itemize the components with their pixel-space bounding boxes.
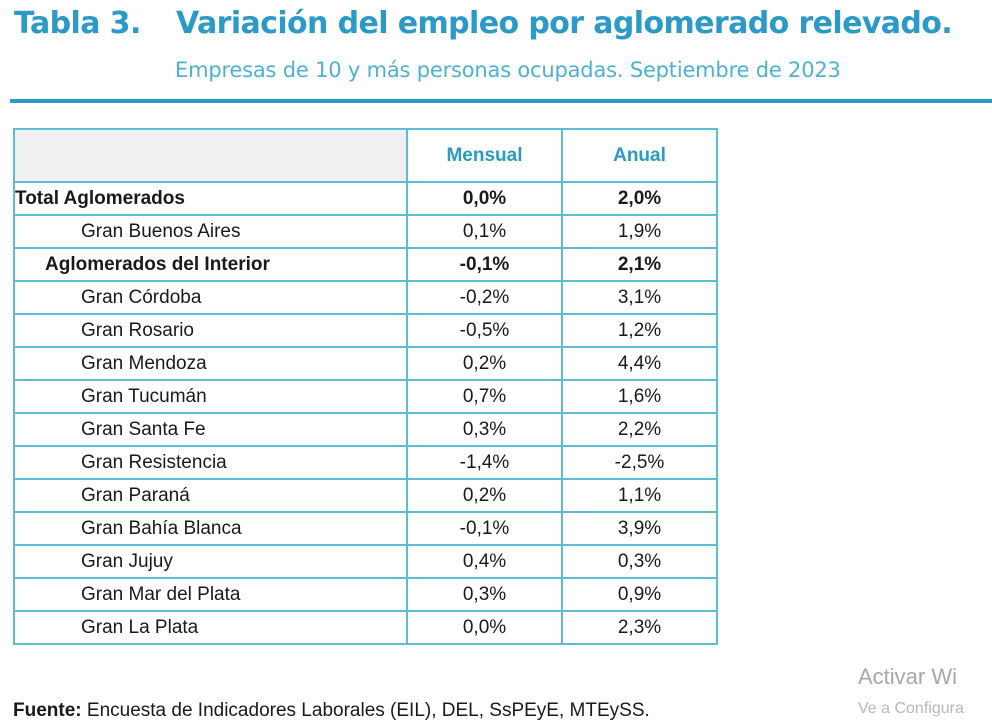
cell-mensual: 0,2%	[406, 478, 563, 513]
table-row: Gran Resistencia -1,4% -2,5%	[13, 445, 718, 480]
table-body: Total Aglomerados 0,0% 2,0% Gran Buenos Air…	[13, 181, 718, 645]
source-text: Encuesta de Indicadores Laborales (EIL),…	[86, 700, 650, 721]
row-label: Gran Buenos Aires	[13, 214, 408, 249]
table-row: Aglomerados del Interior -0,1% 2,1%	[13, 247, 718, 282]
row-label: Gran Jujuy	[13, 544, 408, 579]
row-label: Gran La Plata	[13, 610, 408, 645]
cell-anual: 1,2%	[561, 313, 718, 348]
source-note: Fuente: Encuesta de Indicadores Laborale…	[13, 700, 650, 722]
table-title: Tabla 3. Variación del empleo por aglomer…	[14, 6, 953, 50]
header-divider	[10, 99, 992, 103]
cell-anual: 1,1%	[561, 478, 718, 513]
row-label: Gran Rosario	[13, 313, 408, 348]
cell-mensual: -1,4%	[406, 445, 563, 480]
cell-mensual: 0,3%	[406, 412, 563, 447]
table-row: Gran La Plata 0,0% 2,3%	[13, 610, 718, 645]
table-row: Gran Rosario -0,5% 1,2%	[13, 313, 718, 348]
table-header-row: Mensual Anual	[13, 128, 718, 183]
table-row: Gran Mar del Plata 0,3% 0,9%	[13, 577, 718, 612]
cell-mensual: -0,2%	[406, 280, 563, 315]
employment-table: Mensual Anual Total Aglomerados 0,0% 2,0% G…	[13, 128, 718, 645]
table-row: Total Aglomerados 0,0% 2,0%	[13, 181, 718, 216]
table-row: Gran Paraná 0,2% 1,1%	[13, 478, 718, 513]
activation-watermark-title: Activar Wi	[858, 664, 957, 689]
cell-anual: 1,9%	[561, 214, 718, 249]
row-label: Gran Tucumán	[13, 379, 408, 414]
source-label: Fuente:	[13, 700, 82, 721]
cell-anual: 2,1%	[561, 247, 718, 282]
cell-anual: 1,6%	[561, 379, 718, 414]
cell-anual: 0,9%	[561, 577, 718, 612]
title-text: Variación del empleo por aglomerado rele…	[176, 6, 953, 41]
table-row: Gran Bahía Blanca -0,1% 3,9%	[13, 511, 718, 546]
cell-mensual: 0,7%	[406, 379, 563, 414]
cell-mensual: -0,5%	[406, 313, 563, 348]
table-number: Tabla 3.	[14, 6, 141, 41]
header-cell-name	[13, 128, 408, 183]
table-row: Gran Buenos Aires 0,1% 1,9%	[13, 214, 718, 249]
table-row: Gran Tucumán 0,7% 1,6%	[13, 379, 718, 414]
cell-anual: 2,0%	[561, 181, 718, 216]
row-label: Gran Resistencia	[13, 445, 408, 480]
row-label: Gran Mendoza	[13, 346, 408, 381]
cell-mensual: -0,1%	[406, 511, 563, 546]
table-row: Gran Mendoza 0,2% 4,4%	[13, 346, 718, 381]
table-row: Gran Jujuy 0,4% 0,3%	[13, 544, 718, 579]
cell-mensual: 0,0%	[406, 181, 563, 216]
row-label: Gran Paraná	[13, 478, 408, 513]
table-row: Gran Córdoba -0,2% 3,1%	[13, 280, 718, 315]
cell-anual: 4,4%	[561, 346, 718, 381]
cell-anual: 2,2%	[561, 412, 718, 447]
cell-mensual: 0,2%	[406, 346, 563, 381]
cell-mensual: 0,1%	[406, 214, 563, 249]
header-cell-mensual: Mensual	[406, 128, 563, 183]
cell-mensual: -0,1%	[406, 247, 563, 282]
row-label: Aglomerados del Interior	[13, 247, 408, 282]
row-label: Total Aglomerados	[13, 181, 408, 216]
cell-anual: 3,9%	[561, 511, 718, 546]
row-label: Gran Mar del Plata	[13, 577, 408, 612]
cell-anual: 2,3%	[561, 610, 718, 645]
subtitle-scope: Empresas de 10 y más personas ocupadas.	[175, 58, 624, 82]
table-subtitle: Empresas de 10 y más personas ocupadas. …	[175, 58, 841, 82]
cell-mensual: 0,3%	[406, 577, 563, 612]
cell-anual: 0,3%	[561, 544, 718, 579]
table-row: Gran Santa Fe 0,3% 2,2%	[13, 412, 718, 447]
cell-anual: -2,5%	[561, 445, 718, 480]
row-label: Gran Bahía Blanca	[13, 511, 408, 546]
header-cell-anual: Anual	[561, 128, 718, 183]
subtitle-period: Septiembre de 2023	[629, 58, 841, 82]
cell-anual: 3,1%	[561, 280, 718, 315]
activation-watermark-subtitle: Ve a Configura	[858, 700, 964, 717]
cell-mensual: 0,4%	[406, 544, 563, 579]
row-label: Gran Santa Fe	[13, 412, 408, 447]
cell-mensual: 0,0%	[406, 610, 563, 645]
row-label: Gran Córdoba	[13, 280, 408, 315]
